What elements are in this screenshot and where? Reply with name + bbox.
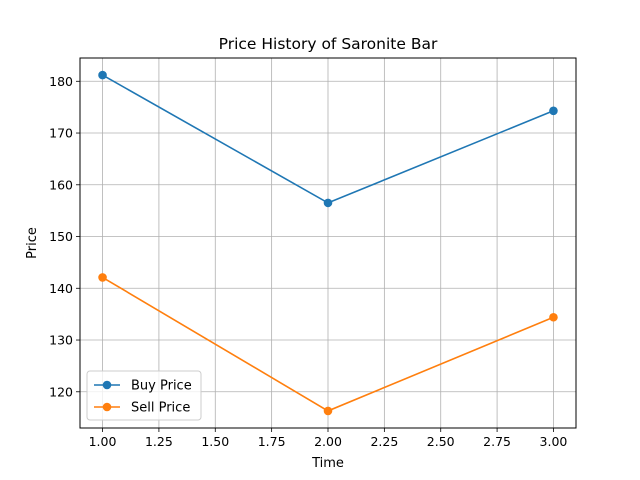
x-tick-label: 2.00	[314, 434, 342, 449]
legend-label-buy-price: Buy Price	[131, 379, 192, 394]
x-tick-label: 2.25	[370, 434, 398, 449]
legend-marker-sell-price	[102, 402, 112, 412]
y-tick-label: 120	[49, 384, 73, 399]
y-tick-label: 140	[49, 281, 73, 296]
series-group	[98, 70, 558, 416]
y-tick-label: 160	[49, 177, 73, 192]
chart-title: Price History of Saronite Bar	[219, 35, 438, 53]
y-tick-label: 170	[49, 126, 73, 141]
data-point-buy-price	[323, 198, 333, 208]
data-point-sell-price	[323, 406, 333, 416]
x-tick-label: 2.75	[483, 434, 511, 449]
x-tick-label: 1.75	[258, 434, 286, 449]
grid	[80, 58, 576, 428]
data-point-buy-price	[549, 106, 558, 116]
x-tick-label: 2.50	[427, 434, 455, 449]
x-tick-label: 3.00	[540, 434, 568, 449]
legend-label-sell-price: Sell Price	[131, 401, 190, 416]
x-tick-label: 1.00	[89, 434, 117, 449]
data-point-buy-price	[98, 70, 107, 80]
x-axis-label: Time	[311, 456, 344, 471]
legend: Buy Price Sell Price	[86, 370, 202, 421]
y-tick-label: 150	[49, 229, 73, 244]
y-axis-label: Price	[25, 227, 40, 259]
y-tick-label: 130	[49, 333, 73, 348]
ticks: 1.00 1.25 1.50 1.75 2.00 2.25 2.50 2.75 3.00 120 1…	[49, 74, 567, 449]
y-tick-label: 180	[49, 74, 73, 89]
legend-marker-buy-price	[102, 380, 112, 390]
data-point-sell-price	[98, 273, 107, 282]
x-tick-label: 1.50	[201, 434, 229, 449]
data-point-sell-price	[549, 312, 558, 322]
x-tick-label: 1.25	[145, 434, 173, 449]
